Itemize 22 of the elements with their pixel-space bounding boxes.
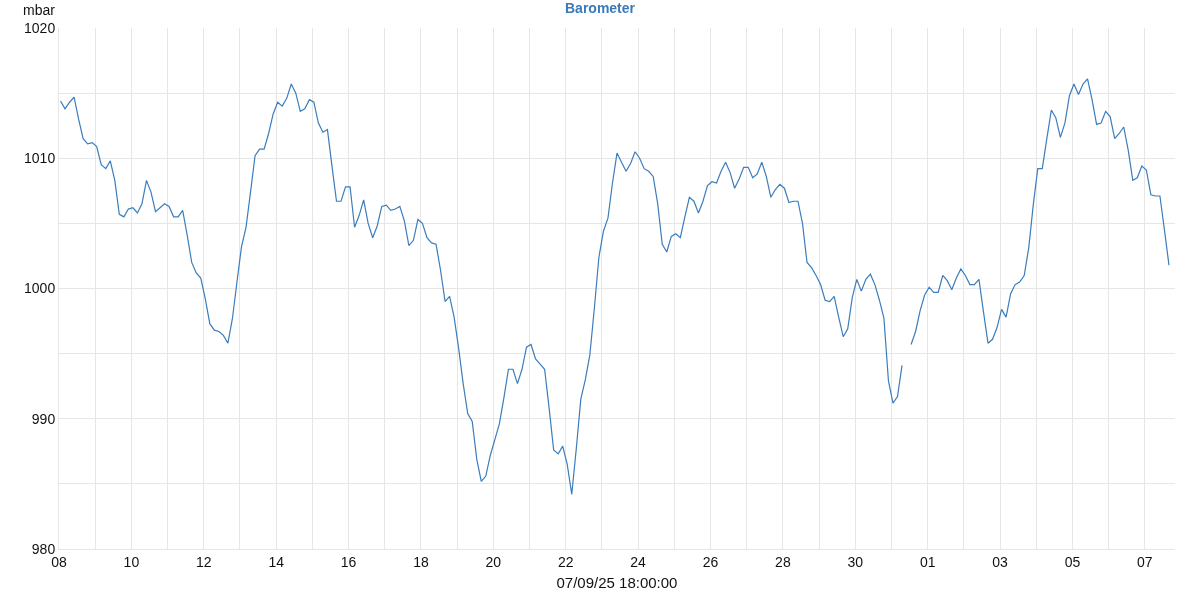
x-tick-label: 18 <box>413 553 429 570</box>
x-tick-label: 07 <box>1137 553 1153 570</box>
y-tick-label: 1000 <box>24 280 56 297</box>
x-tick-label: 28 <box>775 553 791 570</box>
x-tick-label: 14 <box>268 553 285 570</box>
x-tick-label: 20 <box>485 553 502 570</box>
x-tick-label: 30 <box>847 553 864 570</box>
x-tick-label: 16 <box>340 553 357 570</box>
y-tick-label: 1020 <box>24 19 56 36</box>
chart-title: Barometer <box>564 0 636 16</box>
x-tick-label: 22 <box>557 553 574 570</box>
x-tick-label: 24 <box>630 553 647 570</box>
y-tick-label: 990 <box>31 410 56 427</box>
x-tick-label: 03 <box>992 553 1009 570</box>
x-tick-label: 12 <box>195 553 212 570</box>
x-tick-label: 10 <box>123 553 140 570</box>
x-tick-label: 26 <box>702 553 719 570</box>
y-tick-label: 1010 <box>24 150 56 167</box>
x-tick-label: 05 <box>1064 553 1081 570</box>
x-axis-title: 07/09/25 18:00:00 <box>556 573 678 591</box>
y-axis-title: mbar <box>23 2 56 18</box>
x-tick-label: 01 <box>919 553 936 570</box>
